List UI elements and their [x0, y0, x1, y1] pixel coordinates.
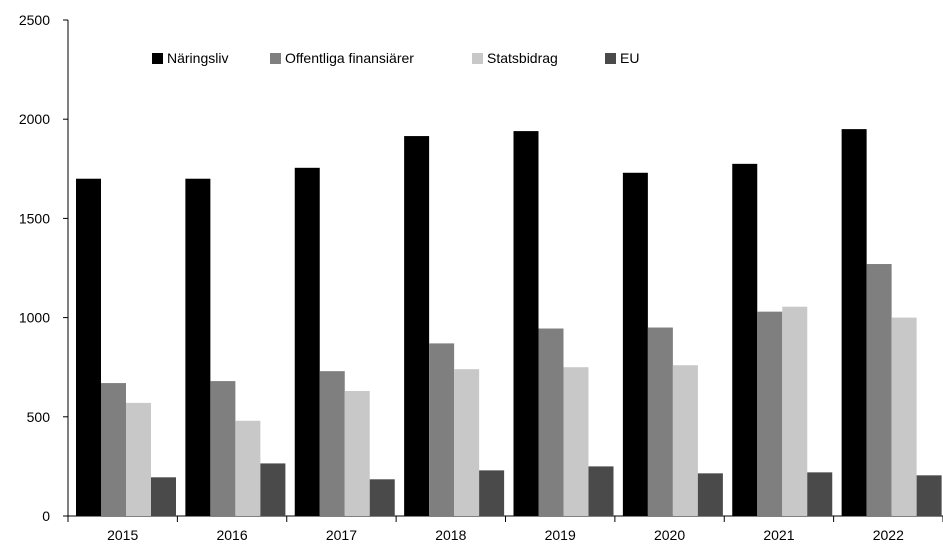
bar-offentliga-finansi-rer-2018	[429, 343, 455, 516]
legend-label: Statsbidrag	[487, 50, 558, 66]
bar-eu-2015	[151, 477, 176, 516]
y-tick-label: 500	[27, 409, 51, 425]
x-tick-label: 2015	[107, 527, 138, 543]
bars	[76, 129, 942, 517]
bar-eu-2018	[479, 470, 505, 516]
bar-eu-2019	[588, 466, 614, 516]
x-tick-label: 2020	[654, 527, 685, 543]
x-tick-label: 2018	[435, 527, 466, 543]
bar-statsbidrag-2022	[891, 317, 917, 516]
bar-offentliga-finansi-rer-2019	[538, 328, 564, 516]
bar-statsbidrag-2021	[782, 306, 808, 516]
axes: 0 500 1000 1500 2000 2500 2015 2016 2017 2018 2019…	[19, 12, 943, 543]
bar-offentliga-finansi-rer-2016	[210, 381, 236, 516]
bar-offentliga-finansi-rer-2015	[101, 383, 126, 516]
bar-n-ringsliv-2015	[76, 178, 101, 516]
x-tick-label: 2019	[545, 527, 576, 543]
bar-n-ringsliv-2020	[622, 172, 648, 516]
bar-offentliga-finansi-rer-2017	[319, 371, 345, 516]
bar-statsbidrag-2017	[344, 391, 370, 516]
bar-n-ringsliv-2021	[732, 163, 758, 516]
legend-label: EU	[620, 50, 639, 66]
bar-n-ringsliv-2019	[513, 131, 539, 516]
bar-n-ringsliv-2017	[294, 167, 320, 517]
y-tick-label: 2500	[19, 12, 50, 28]
bar-offentliga-finansi-rer-2022	[866, 264, 892, 516]
legend-swatch	[152, 53, 163, 64]
x-tick-label: 2017	[326, 527, 357, 543]
bar-eu-2016	[260, 463, 286, 516]
bar-statsbidrag-2018	[454, 369, 480, 516]
bar-statsbidrag-2019	[563, 367, 589, 516]
bar-eu-2021	[807, 472, 833, 516]
bar-statsbidrag-2020	[672, 365, 698, 516]
y-tick-label: 1500	[19, 210, 50, 226]
bar-offentliga-finansi-rer-2020	[647, 327, 673, 516]
bar-eu-2017	[369, 479, 395, 516]
y-tick-label: 2000	[19, 111, 50, 127]
legend-swatch	[270, 53, 281, 64]
bar-statsbidrag-2016	[235, 420, 261, 516]
legend-swatch	[605, 53, 616, 64]
legend: Näringsliv Offentliga finansiärer Statsbid…	[152, 50, 639, 66]
bar-offentliga-finansi-rer-2021	[757, 311, 783, 516]
legend-label: Offentliga finansiärer	[285, 50, 414, 66]
legend-label: Näringsliv	[167, 50, 228, 66]
x-tick-label: 2016	[216, 527, 247, 543]
x-tick-label: 2021	[763, 527, 794, 543]
y-tick-label: 1000	[19, 310, 50, 326]
bar-eu-2020	[697, 473, 723, 516]
bar-n-ringsliv-2018	[404, 136, 430, 516]
bar-statsbidrag-2015	[126, 402, 151, 516]
x-tick-label: 2022	[873, 527, 904, 543]
bar-eu-2022	[916, 475, 942, 516]
bar-n-ringsliv-2016	[185, 178, 211, 516]
legend-swatch	[472, 53, 483, 64]
bar-n-ringsliv-2022	[841, 129, 867, 516]
y-tick-label: 0	[42, 508, 50, 524]
